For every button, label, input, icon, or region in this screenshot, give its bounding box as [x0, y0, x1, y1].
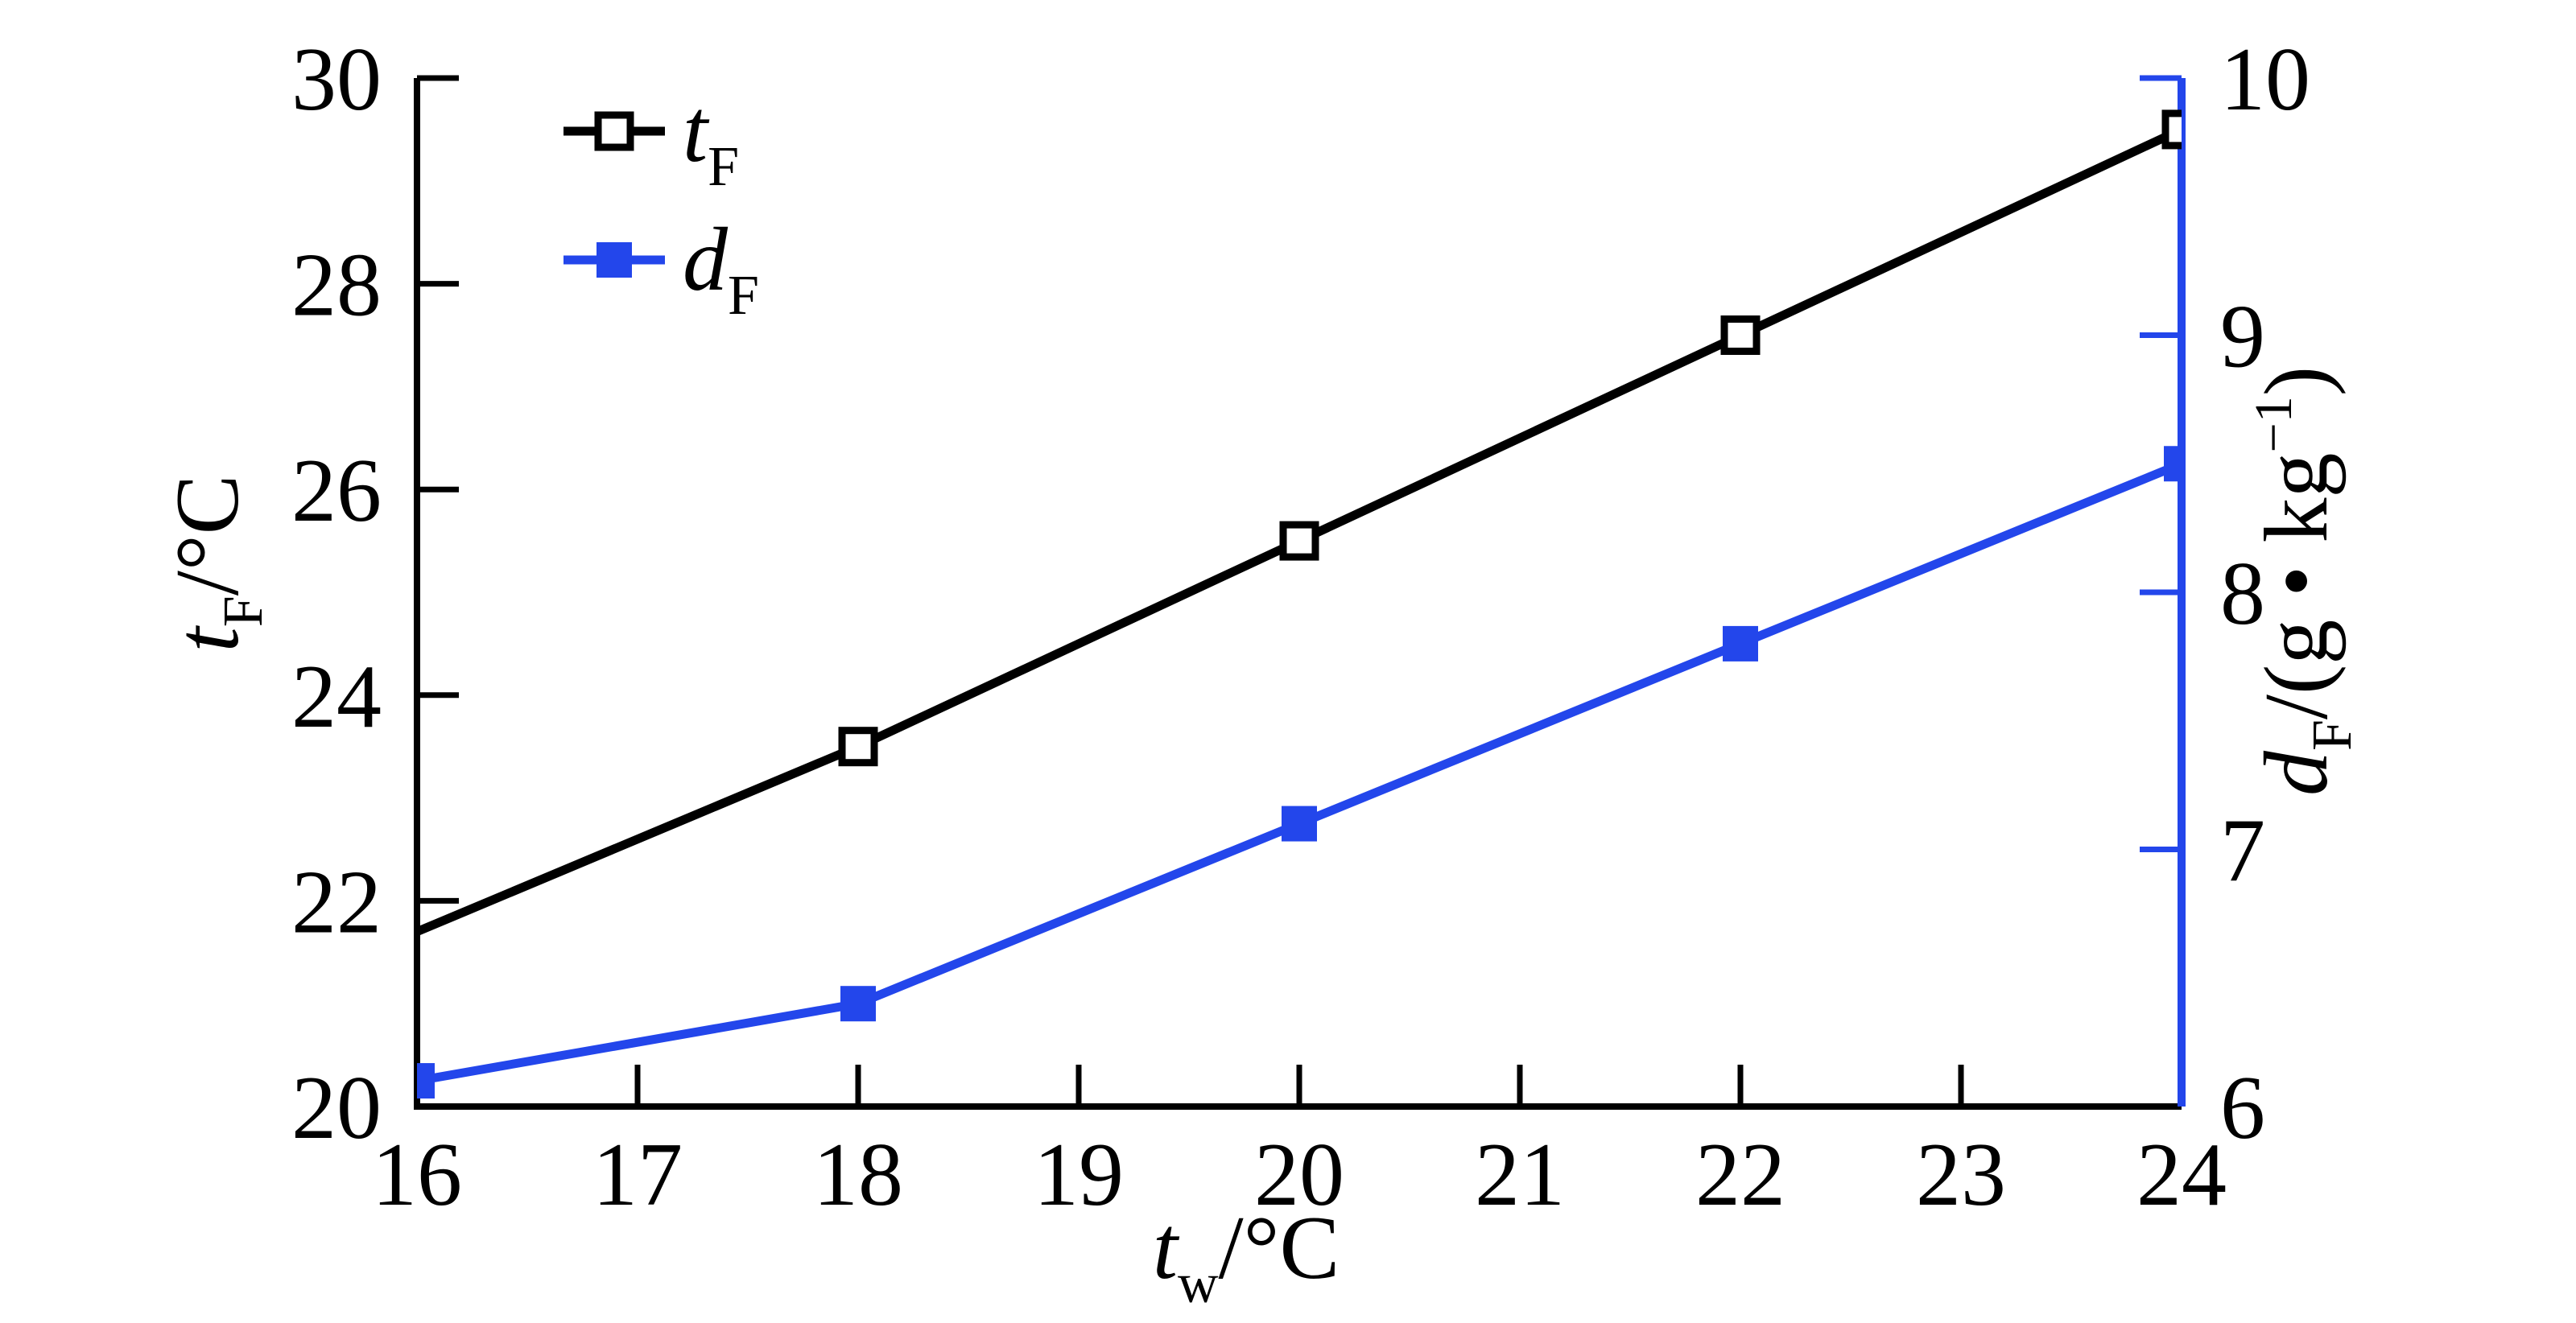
right-axis-title: dF/(g • kg−1) [2244, 366, 2363, 796]
legend-marker-df [597, 242, 632, 278]
legend-item-df: dF [564, 210, 759, 327]
x-tick-label: 22 [1695, 1125, 1785, 1225]
df-marker [1723, 625, 1758, 662]
left-tick-label: 26 [291, 441, 382, 541]
axes [414, 78, 2186, 1110]
left-tick-label: 22 [291, 852, 382, 952]
right-tick-label: 9 [2220, 287, 2265, 387]
x-tick-label: 19 [1034, 1125, 1124, 1225]
tf-marker [2161, 109, 2182, 150]
x-tick-label: 21 [1475, 1125, 1565, 1225]
tick-labels: 20 22 24 26 28 30 6 7 8 9 10 16 17 18 19 20 21 22 23 24 [291, 30, 2310, 1225]
tf-marker [838, 727, 878, 767]
x-tick-label: 17 [592, 1125, 683, 1225]
left-tick-label: 30 [291, 30, 382, 130]
legend-item-tf: tF [564, 81, 739, 198]
legend-label-tf: tF [683, 81, 739, 198]
right-tick-label: 8 [2220, 544, 2265, 644]
x-axis-title: tw/°C [1153, 1198, 1340, 1315]
legend-marker-tf [594, 111, 634, 151]
df-marker [840, 986, 876, 1022]
right-tick-label: 10 [2220, 30, 2310, 130]
df-marker [417, 1063, 435, 1099]
x-tick-label: 18 [813, 1125, 903, 1225]
right-tick-label: 6 [2220, 1058, 2265, 1158]
x-tick-label: 20 [1254, 1125, 1344, 1225]
left-tick-label: 20 [291, 1058, 382, 1158]
x-tick-label: 23 [1916, 1125, 2006, 1225]
legend: tF dF [564, 81, 759, 327]
series-layer [417, 109, 2182, 1099]
left-tick-label: 24 [291, 647, 382, 747]
df-marker [2164, 446, 2182, 482]
x-tick-label: 24 [2136, 1125, 2227, 1225]
x-tick-label: 16 [372, 1125, 462, 1225]
df-marker [1282, 806, 1317, 842]
left-tick-label: 28 [291, 236, 382, 336]
left-axis-title: tF/°C [158, 475, 275, 653]
tf-marker [1720, 315, 1761, 355]
legend-label-df: dF [683, 210, 759, 327]
ticks [417, 75, 2182, 1107]
right-tick-label: 7 [2220, 802, 2265, 901]
tf-marker [1279, 521, 1319, 561]
